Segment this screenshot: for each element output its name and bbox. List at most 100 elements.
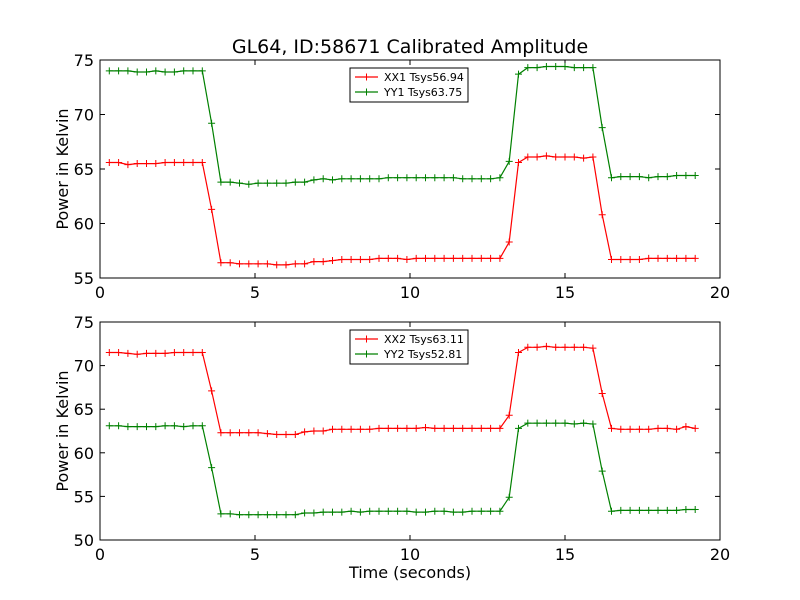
data-point bbox=[505, 411, 513, 419]
data-point bbox=[487, 254, 495, 262]
data-point bbox=[319, 175, 327, 183]
data-point bbox=[412, 424, 420, 432]
data-point bbox=[291, 430, 299, 438]
x-tick-label: 10 bbox=[400, 545, 420, 564]
data-point bbox=[105, 422, 113, 430]
data-point bbox=[282, 179, 290, 187]
bottom-panel: 0 5 10 15 20 50 55 60 65 70 75 Power in Kelvin Time … bbox=[53, 313, 730, 582]
data-point bbox=[236, 511, 243, 519]
data-point bbox=[254, 179, 262, 187]
data-point bbox=[143, 160, 150, 168]
data-point bbox=[552, 153, 560, 161]
data-point bbox=[403, 424, 411, 432]
data-point bbox=[384, 174, 392, 182]
y-tick-label: 65 bbox=[74, 400, 94, 419]
data-point bbox=[366, 175, 374, 183]
data-point bbox=[496, 254, 504, 262]
data-point bbox=[477, 175, 485, 183]
data-point bbox=[384, 507, 392, 515]
data-point bbox=[515, 158, 522, 166]
data-point bbox=[356, 425, 364, 433]
data-point bbox=[105, 67, 113, 75]
data-point bbox=[645, 506, 653, 514]
top-panel: 0 5 10 15 20 55 60 65 70 75 Power in Kelvin XX1 Tsy… bbox=[53, 51, 730, 302]
chart-title: GL64, ID:58671 Calibrated Amplitude bbox=[232, 36, 588, 58]
data-point bbox=[273, 261, 281, 269]
data-point bbox=[570, 420, 578, 428]
x-tick-label: 5 bbox=[250, 283, 260, 302]
data-point bbox=[449, 174, 457, 182]
data-point bbox=[133, 423, 141, 431]
data-point bbox=[673, 425, 681, 433]
data-point bbox=[477, 424, 485, 432]
data-point bbox=[477, 254, 485, 262]
data-point bbox=[245, 429, 253, 437]
data-point bbox=[468, 175, 476, 183]
data-point bbox=[580, 154, 588, 162]
data-point bbox=[570, 64, 578, 72]
data-point bbox=[347, 425, 355, 433]
data-point bbox=[124, 349, 132, 357]
data-point bbox=[412, 254, 420, 262]
data-point bbox=[635, 506, 643, 514]
data-point bbox=[524, 153, 532, 161]
legend-box bbox=[349, 67, 469, 103]
data-point bbox=[282, 511, 290, 519]
data-point bbox=[254, 260, 262, 268]
data-point bbox=[347, 255, 355, 263]
data-point bbox=[598, 211, 606, 219]
data-point bbox=[691, 505, 699, 513]
data-point bbox=[589, 153, 597, 161]
data-point bbox=[263, 179, 271, 187]
x-tick-label: 10 bbox=[400, 283, 420, 302]
data-point bbox=[654, 424, 662, 432]
data-point bbox=[449, 254, 457, 262]
data-point bbox=[626, 173, 634, 181]
data-point bbox=[273, 511, 281, 519]
data-point bbox=[440, 424, 448, 432]
data-point bbox=[542, 152, 550, 160]
data-point bbox=[226, 259, 234, 267]
y-tick-label: 75 bbox=[74, 51, 94, 70]
data-point bbox=[245, 260, 253, 268]
data-point bbox=[338, 175, 346, 183]
data-point bbox=[338, 508, 346, 516]
data-point bbox=[329, 508, 336, 516]
data-point bbox=[524, 343, 532, 351]
data-point bbox=[663, 173, 671, 181]
data-point bbox=[654, 506, 662, 514]
data-point bbox=[673, 254, 681, 262]
y-tick-label: 70 bbox=[74, 357, 94, 376]
data-point bbox=[291, 178, 299, 186]
data-point bbox=[691, 424, 699, 432]
data-point bbox=[617, 425, 625, 433]
data-point bbox=[533, 153, 541, 161]
data-point bbox=[161, 422, 169, 430]
data-point bbox=[161, 349, 169, 357]
data-point bbox=[394, 507, 402, 515]
x-tick-label: 15 bbox=[555, 545, 575, 564]
data-point bbox=[598, 390, 606, 398]
data-point bbox=[542, 419, 550, 427]
data-point bbox=[384, 254, 392, 262]
data-point bbox=[515, 349, 522, 357]
data-point bbox=[561, 63, 569, 71]
data-point bbox=[133, 160, 141, 168]
y-tick-label: 50 bbox=[74, 531, 94, 550]
data-point bbox=[431, 507, 439, 515]
data-point bbox=[552, 63, 560, 71]
data-point bbox=[170, 349, 178, 357]
data-point bbox=[236, 179, 243, 187]
data-point bbox=[189, 67, 197, 75]
data-point bbox=[440, 254, 448, 262]
data-point bbox=[598, 124, 606, 132]
data-point bbox=[570, 343, 578, 351]
legend-entry: XX2 Tsys63.11 bbox=[384, 333, 464, 346]
legend-box bbox=[349, 329, 469, 365]
data-point bbox=[263, 260, 271, 268]
data-point bbox=[403, 507, 411, 515]
legend-marker bbox=[363, 73, 370, 81]
data-point bbox=[626, 506, 634, 514]
data-point bbox=[143, 349, 150, 357]
x-tick-label: 15 bbox=[555, 283, 575, 302]
